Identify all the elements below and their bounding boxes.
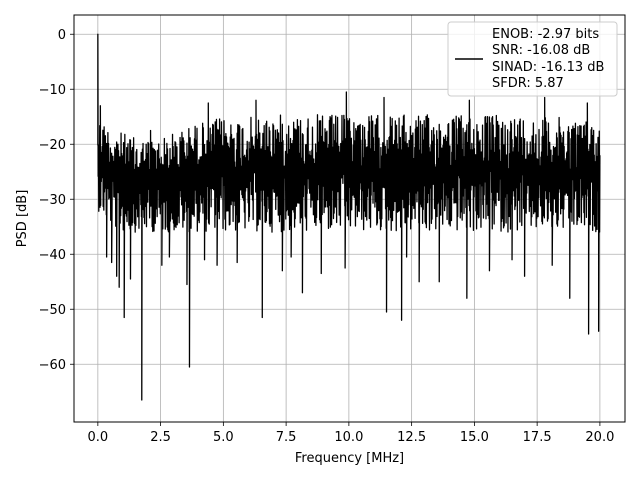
- x-ticks: 0.0 2.5 5.0 7.5 10.0 12.5 15.0 17.5 20.0: [88, 422, 614, 445]
- legend-sinad: SINAD: -16.13 dB: [492, 60, 604, 75]
- x-tick-label: 17.5: [523, 430, 552, 445]
- legend: ENOB: -2.97 bits SNR: -16.08 dB SINAD: -…: [447, 21, 618, 97]
- x-axis-label: Frequency [MHz]: [295, 451, 404, 466]
- legend-sfdr: SFDR: 5.87: [492, 76, 564, 91]
- y-tick-label: 0: [58, 28, 66, 43]
- legend-snr: SNR: -16.08 dB: [492, 43, 590, 58]
- psd-trace: [97, 33, 601, 401]
- y-tick-label: −30: [39, 193, 66, 208]
- psd-line: [97, 33, 601, 401]
- y-ticks: 0 −10 −20 −30 −40 −50 −60: [39, 28, 74, 373]
- legend-box: [447, 21, 618, 97]
- x-tick-label: 2.5: [150, 430, 171, 445]
- x-tick-label: 7.5: [276, 430, 297, 445]
- x-tick-label: 10.0: [334, 430, 363, 445]
- x-tick-label: 12.5: [397, 430, 426, 445]
- y-tick-label: −40: [39, 248, 66, 263]
- x-tick-label: 5.0: [213, 430, 234, 445]
- y-tick-label: −50: [39, 303, 66, 318]
- x-tick-label: 20.0: [585, 430, 614, 445]
- x-tick-label: 15.0: [460, 430, 489, 445]
- x-tick-label: 0.0: [88, 430, 109, 445]
- y-tick-label: −60: [39, 358, 66, 373]
- y-axis-label: PSD [dB]: [15, 190, 30, 248]
- y-tick-label: −20: [39, 138, 66, 153]
- y-tick-label: −10: [39, 83, 66, 98]
- legend-enob: ENOB: -2.97 bits: [492, 27, 599, 42]
- plot-frame: [73, 14, 626, 423]
